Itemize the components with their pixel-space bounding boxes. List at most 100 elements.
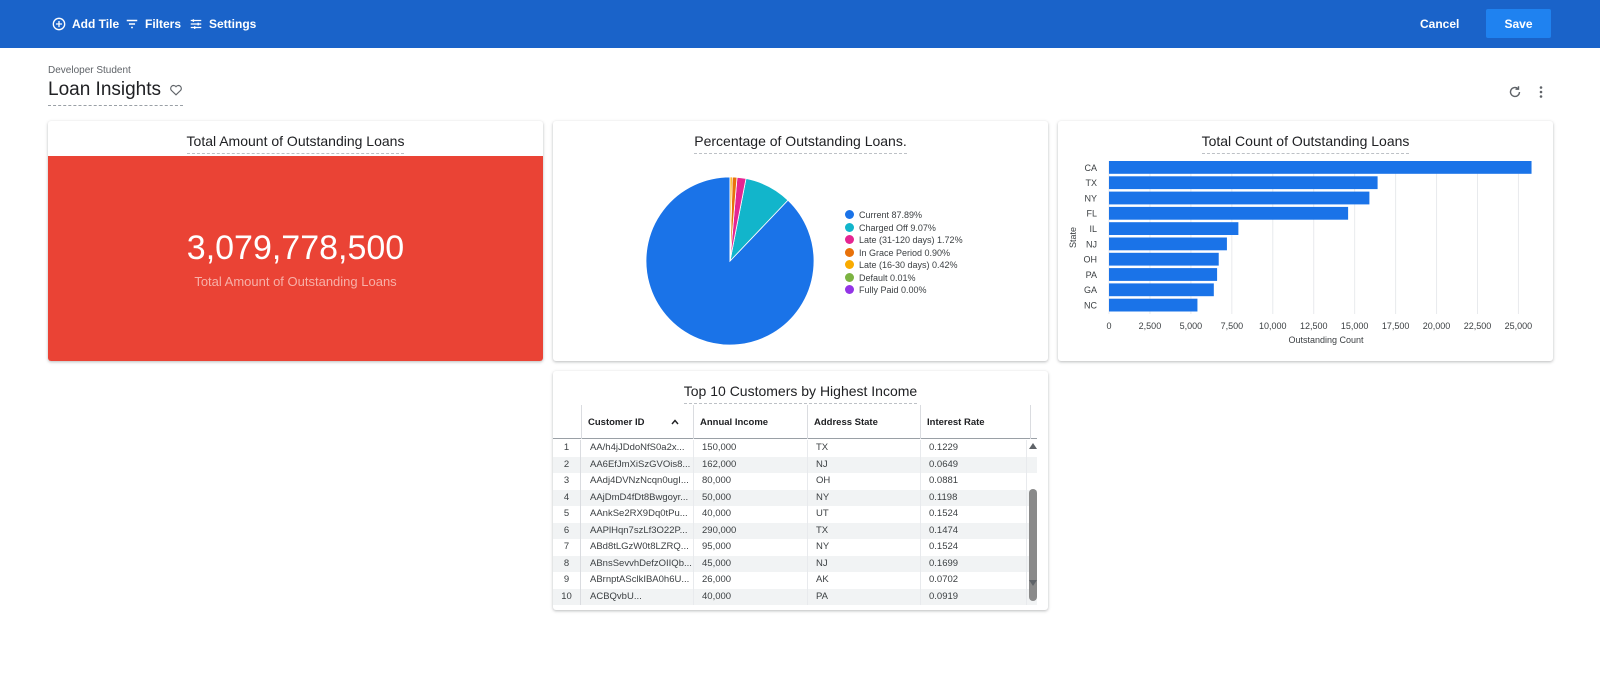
table-cell[interactable]: 150,000 <box>694 440 808 457</box>
table-scrollbar[interactable] <box>1027 439 1039 610</box>
bar-nj[interactable] <box>1109 237 1227 251</box>
table-cell[interactable]: ACBQvbU... <box>582 588 694 605</box>
bar-ga[interactable] <box>1109 283 1214 297</box>
legend-item[interactable]: In Grace Period 0.90% <box>845 247 963 260</box>
table-cell[interactable]: 26,000 <box>694 572 808 589</box>
settings-button[interactable]: Settings <box>189 14 256 34</box>
legend-swatch <box>845 260 854 269</box>
table-cell[interactable]: 0.0702 <box>921 572 1027 589</box>
column-header-address-state[interactable]: Address State <box>808 405 921 439</box>
legend-item[interactable]: Fully Paid 0.00% <box>845 284 963 297</box>
table-cell[interactable]: 0.0919 <box>921 588 1027 605</box>
table-cell[interactable]: 80,000 <box>694 473 808 490</box>
table-cell[interactable]: 290,000 <box>694 522 808 539</box>
table-cell[interactable]: ABnsSevvhDefzOIIQb... <box>582 555 694 572</box>
table-cell[interactable]: AAnkSe2RX9Dq0tPu... <box>582 506 694 523</box>
table-row[interactable]: 3 AAdj4DVNzNcqn0ugI... 80,000 OH 0.0881 <box>553 473 1037 490</box>
y-tick-label: IL <box>1089 224 1097 234</box>
single-value: 3,079,778,500 <box>186 228 405 267</box>
table-row[interactable]: 5 AAnkSe2RX9Dq0tPu... 40,000 UT 0.1524 <box>553 506 1037 523</box>
table-cell[interactable]: 162,000 <box>694 456 808 473</box>
table-cell[interactable]: 0.1229 <box>921 440 1027 457</box>
heart-icon[interactable] <box>169 83 183 97</box>
table-cell[interactable]: AA6EfJmXiSzGVOis8... <box>582 456 694 473</box>
sort-ascending-icon[interactable] <box>670 417 680 427</box>
save-button[interactable]: Save <box>1486 9 1551 38</box>
dashboard-title[interactable]: Loan Insights <box>48 79 162 100</box>
more-vert-icon[interactable] <box>1533 84 1549 100</box>
table-cell[interactable]: 40,000 <box>694 588 808 605</box>
table-cell[interactable]: AAdj4DVNzNcqn0ugI... <box>582 473 694 490</box>
row-number: 5 <box>553 506 581 523</box>
table-row[interactable]: 8 ABnsSevvhDefzOIIQb... 45,000 NJ 0.1699 <box>553 555 1037 572</box>
column-header-customer-id[interactable]: Customer ID <box>582 405 694 439</box>
table-row[interactable]: 9 ABrnptASclkIBA0h6U... 26,000 AK 0.0702 <box>553 572 1037 589</box>
table-cell[interactable]: 95,000 <box>694 539 808 556</box>
pie-legend: Current 87.89% Charged Off 9.07% Late (31-… <box>845 209 963 297</box>
table-row[interactable]: 1 AA/h4jJDdoNfS0a2x... 150,000 TX 0.1229 <box>553 440 1037 457</box>
single-value-body: 3,079,778,500 Total Amount of Outstandin… <box>48 156 543 361</box>
table-cell[interactable]: TX <box>808 440 921 457</box>
table-row[interactable]: 10 ACBQvbU... 40,000 PA 0.0919 <box>553 588 1037 605</box>
table-cell[interactable]: UT <box>808 506 921 523</box>
bar-ny[interactable] <box>1109 191 1370 205</box>
add-tile-button[interactable]: Add Tile <box>52 14 119 34</box>
x-tick-label: 7,500 <box>1221 321 1244 331</box>
table-cell[interactable]: 0.1474 <box>921 522 1027 539</box>
scroll-down-icon[interactable] <box>1028 579 1038 587</box>
column-header-interest-rate[interactable]: Interest Rate <box>921 405 1031 439</box>
table-row[interactable]: 4 AAjDmD4fDt8Bwgoyr... 50,000 NY 0.1198 <box>553 489 1037 506</box>
y-tick-label: OH <box>1084 255 1098 265</box>
legend-item[interactable]: Default 0.01% <box>845 272 963 285</box>
cancel-button[interactable]: Cancel <box>1420 17 1460 31</box>
table-cell[interactable]: AAPlHqn7szLf3O22P... <box>582 522 694 539</box>
bar-il[interactable] <box>1109 222 1239 235</box>
table-row[interactable]: 7 ABd8tLGzW0t8LZRQ... 95,000 NY 0.1524 <box>553 539 1037 556</box>
table-cell[interactable]: 50,000 <box>694 489 808 506</box>
legend-item[interactable]: Late (31-120 days) 1.72% <box>845 234 963 247</box>
table-cell[interactable]: AK <box>808 572 921 589</box>
bar-nc[interactable] <box>1109 298 1198 312</box>
table-cell[interactable]: 40,000 <box>694 506 808 523</box>
table-cell[interactable]: OH <box>808 473 921 490</box>
table-row[interactable]: 6 AAPlHqn7szLf3O22P... 290,000 TX 0.1474 <box>553 522 1037 539</box>
legend-label: In Grace Period 0.90% <box>859 247 951 258</box>
scrollbar-thumb[interactable] <box>1029 489 1037 601</box>
table-row[interactable]: 2 AA6EfJmXiSzGVOis8... 162,000 NJ 0.0649 <box>553 456 1037 473</box>
tile-title: Percentage of Outstanding Loans. <box>553 133 1048 154</box>
table-cell[interactable]: 0.1198 <box>921 489 1027 506</box>
bar-fl[interactable] <box>1109 206 1349 220</box>
legend-item[interactable]: Charged Off 9.07% <box>845 222 963 235</box>
filters-button[interactable]: Filters <box>125 14 181 34</box>
table-cell[interactable]: PA <box>808 588 921 605</box>
refresh-icon[interactable] <box>1507 84 1523 100</box>
table-cell[interactable]: AAjDmD4fDt8Bwgoyr... <box>582 489 694 506</box>
table-cell[interactable]: ABrnptASclkIBA0h6U... <box>582 572 694 589</box>
table-cell[interactable]: 0.1524 <box>921 539 1027 556</box>
table-cell[interactable]: NJ <box>808 456 921 473</box>
scroll-up-icon[interactable] <box>1028 442 1038 450</box>
column-header-annual-income[interactable]: Annual Income <box>694 405 808 439</box>
table-cell[interactable]: ABd8tLGzW0t8LZRQ... <box>582 539 694 556</box>
tune-icon <box>190 19 202 29</box>
legend-label: Charged Off 9.07% <box>859 222 936 233</box>
bar-ca[interactable] <box>1109 161 1532 174</box>
legend-item[interactable]: Current 87.89% <box>845 209 963 222</box>
table-cell[interactable]: 0.1524 <box>921 506 1027 523</box>
x-tick-label: 10,000 <box>1259 321 1287 331</box>
legend-item[interactable]: Late (16-30 days) 0.42% <box>845 259 963 272</box>
table-cell[interactable]: AA/h4jJDdoNfS0a2x... <box>582 440 694 457</box>
table-cell[interactable]: NY <box>808 489 921 506</box>
table-cell[interactable]: NY <box>808 539 921 556</box>
y-axis-label: State <box>1068 227 1078 248</box>
table-cell[interactable]: 0.0649 <box>921 456 1027 473</box>
table-cell[interactable]: 0.1699 <box>921 555 1027 572</box>
table-cell[interactable]: 0.0881 <box>921 473 1027 490</box>
table-cell[interactable]: 45,000 <box>694 555 808 572</box>
column-header-label: Address State <box>814 416 878 428</box>
table-cell[interactable]: TX <box>808 522 921 539</box>
bar-pa[interactable] <box>1109 268 1218 281</box>
table-cell[interactable]: NJ <box>808 555 921 572</box>
bar-oh[interactable] <box>1109 252 1219 266</box>
bar-tx[interactable] <box>1109 176 1378 190</box>
